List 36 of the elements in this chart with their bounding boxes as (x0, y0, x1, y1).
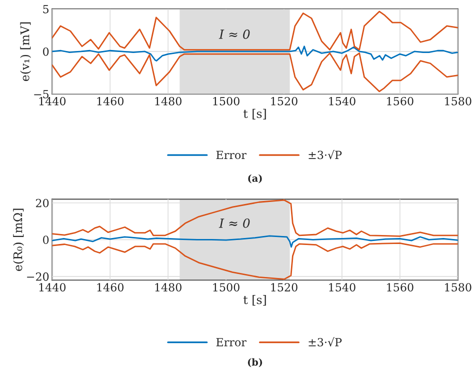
x-tick-label: 1540 (329, 283, 356, 292)
text: (b) (248, 358, 262, 368)
x-axis-title: t [s] (243, 295, 266, 306)
x-tick-label: 1520 (271, 96, 298, 106)
x-tick-label: 1560 (387, 96, 414, 106)
y-tick-label: 0 (43, 236, 49, 244)
x-tick-label: 1460 (97, 283, 124, 292)
x-axis-title: t [s] (243, 108, 266, 120)
x-tick-label: 1500 (213, 283, 240, 292)
band-label: I ≈ 0 (218, 29, 250, 39)
y-tick-label: 20 (36, 198, 49, 208)
text: (a) (248, 174, 262, 184)
x-tick-label: 1440 (39, 283, 66, 292)
legend-label: Error (216, 150, 246, 160)
y-axis-title: e(R₀) [mΩ] (13, 208, 24, 271)
y-tick-label: −20 (27, 272, 49, 281)
legend-label: Error (216, 338, 246, 346)
x-tick-label: 1580 (445, 96, 472, 106)
x-tick-label: 1460 (97, 96, 124, 106)
x-tick-label: 1520 (271, 283, 298, 292)
x-tick-label: 1480 (155, 283, 182, 292)
legend-label: ±3·√P (308, 337, 342, 346)
y-tick-label: 5 (43, 5, 49, 14)
x-tick-label: 1560 (387, 283, 414, 292)
x-tick-label: 1580 (445, 283, 472, 292)
line-series (52, 235, 458, 248)
y-tick-label: −5 (34, 90, 49, 98)
y-axis-title: e(v₁) [mV] (20, 22, 31, 82)
line-series (52, 46, 458, 62)
band-label: I ≈ 0 (218, 218, 250, 228)
legend-label: ±3·√P (308, 150, 342, 160)
y-tick-label: 0 (43, 47, 49, 56)
x-tick-label: 1480 (155, 96, 182, 106)
x-tick-label: 1500 (213, 96, 240, 106)
x-tick-label: 1440 (39, 96, 66, 106)
x-tick-label: 1540 (329, 96, 356, 106)
